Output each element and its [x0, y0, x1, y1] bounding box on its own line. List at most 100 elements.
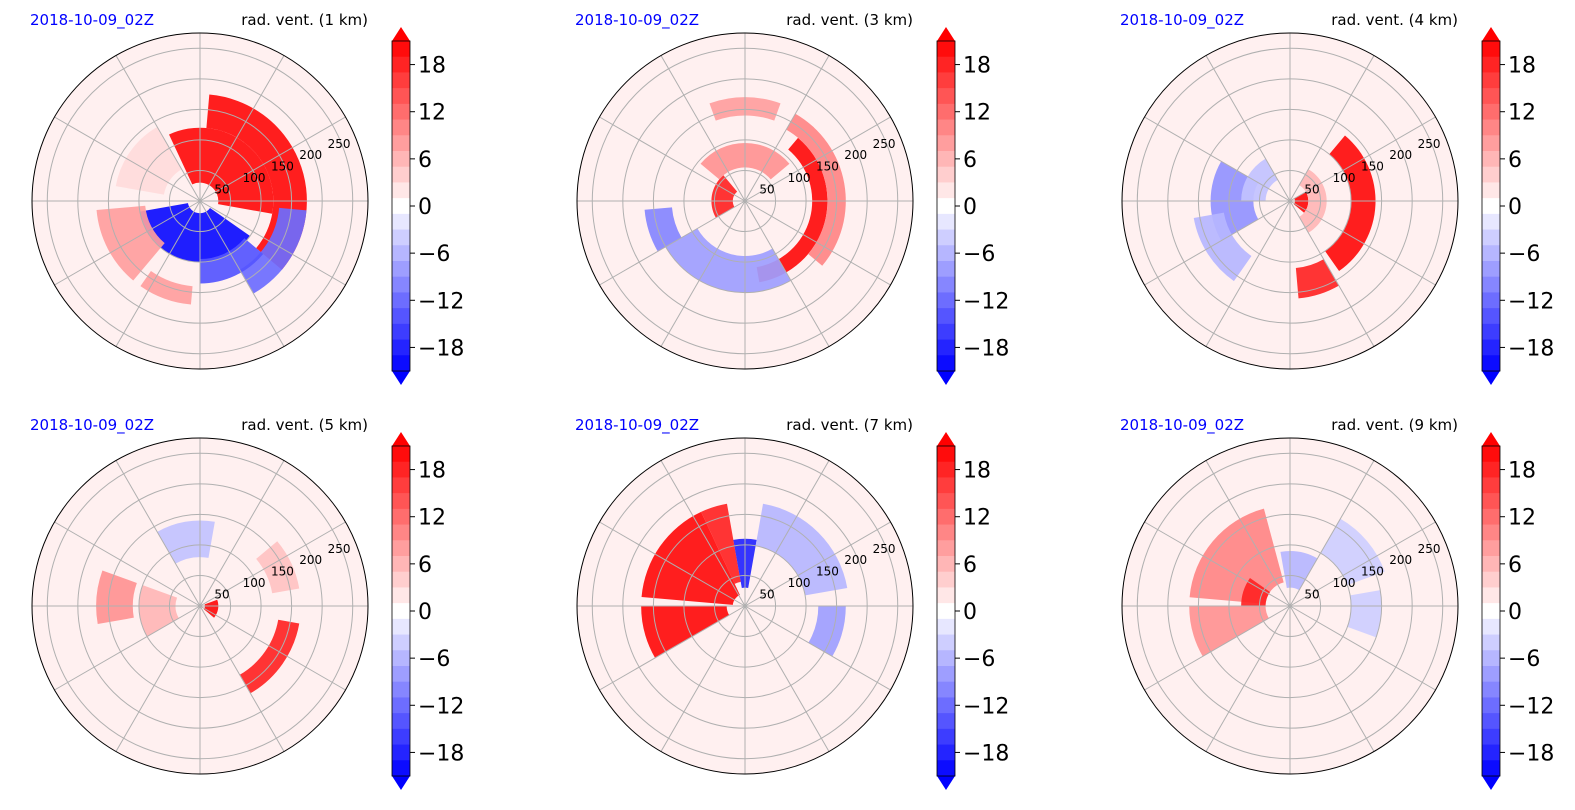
colorbar-segment: [937, 446, 955, 463]
colorbar-segment: [1482, 477, 1500, 494]
colorbar-segment: [1482, 744, 1500, 761]
colorbar-segment: [1482, 245, 1500, 262]
colorbar-tick-label: −12: [1508, 694, 1554, 719]
colorbar-tick-label: −6: [1508, 242, 1540, 267]
azimuth-spoke: [199, 460, 285, 607]
panel-2: 2018-10-09_02Z rad. vent. (3 km) 50 100 150 2…: [555, 5, 1100, 405]
colorbar-tick-label: −18: [1508, 741, 1554, 766]
ring-label: 100: [1333, 576, 1356, 590]
colorbar-tick-label: −6: [963, 242, 995, 267]
colorbar-tick-label: −18: [418, 741, 464, 766]
colorbar-segment: [937, 119, 955, 136]
azimuth-spoke: [1289, 200, 1375, 347]
colorbar-segment: [1482, 666, 1500, 683]
velocity-feature: [169, 127, 274, 214]
colorbar-tick-label: −12: [1508, 289, 1554, 314]
colorbar-segment: [392, 245, 410, 262]
plot-boundary: [1121, 32, 1459, 370]
azimuth-spoke: [660, 55, 746, 202]
colorbar-segment: [1482, 292, 1500, 309]
panel-timestamp: 2018-10-09_02Z: [575, 11, 700, 29]
colorbar: 18 12 6 0 −6 −12 −18: [391, 27, 464, 385]
colorbar: 18 12 6 0 −6 −12 −18: [936, 432, 1009, 790]
colorbar-segment: [1482, 198, 1500, 215]
colorbar-segment: [937, 461, 955, 478]
colorbar-segment: [937, 56, 955, 73]
colorbar-tick-label: −6: [1508, 647, 1540, 672]
colorbar: 18 12 6 0 −6 −12 −18: [1481, 432, 1554, 790]
azimuth-spoke: [744, 200, 830, 347]
colorbar-segment: [392, 88, 410, 105]
panel-timestamp: 2018-10-09_02Z: [30, 11, 155, 29]
ring-label: 150: [271, 160, 294, 174]
polar-plot: 50 100 150 200 250 18 12 6 0 −6 −12 −18: [576, 27, 1009, 385]
ring-label: 200: [299, 553, 322, 567]
velocity-feature: [139, 203, 251, 263]
colorbar-segment: [1482, 213, 1500, 231]
velocity-feature: [1320, 518, 1385, 586]
panel-timestamp: 2018-10-09_02Z: [575, 416, 700, 434]
colorbar-segment: [937, 556, 955, 573]
colorbar-segment: [392, 618, 410, 636]
azimuth-spoke: [744, 460, 830, 607]
colorbar-segment: [1482, 493, 1500, 510]
colorbar-segment: [392, 493, 410, 510]
azimuth-spoke: [599, 200, 746, 286]
colorbar-segment: [937, 760, 955, 777]
colorbar-segment: [392, 135, 410, 152]
azimuth-spoke: [115, 55, 201, 202]
colorbar-tick-label: 18: [418, 459, 446, 484]
plot-boundary: [576, 32, 914, 370]
colorbar-extend-min: [392, 371, 410, 385]
ring-label: 100: [1333, 171, 1356, 185]
azimuth-spoke: [1289, 521, 1436, 607]
velocity-feature: [96, 205, 165, 281]
colorbar-segment: [392, 697, 410, 714]
colorbar-segment: [937, 587, 955, 604]
azimuth-spoke: [54, 116, 201, 202]
colorbar-segment: [937, 540, 955, 557]
colorbar-segment: [1482, 261, 1500, 278]
colorbar-segment: [937, 151, 955, 168]
panel-title: rad. vent. (4 km): [1331, 11, 1458, 29]
plot-boundary: [31, 32, 369, 370]
colorbar-segment: [1482, 681, 1500, 698]
ring-label: 50: [1304, 183, 1319, 197]
colorbar-extend-min: [937, 776, 955, 790]
velocity-feature: [641, 606, 730, 658]
colorbar-tick-label: 0: [1508, 600, 1522, 625]
colorbar-segment: [1482, 119, 1500, 136]
colorbar-segment: [392, 540, 410, 557]
colorbar-segment: [937, 135, 955, 152]
colorbar-segment: [1482, 88, 1500, 105]
colorbar-segment: [392, 681, 410, 698]
colorbar-segment: [1482, 276, 1500, 293]
colorbar-segment: [1482, 650, 1500, 667]
azimuth-spoke: [744, 55, 830, 202]
colorbar-tick-label: 0: [963, 600, 977, 625]
colorbar-segment: [392, 571, 410, 588]
ring-label: 150: [1361, 565, 1384, 579]
colorbar-extend-max: [392, 27, 410, 41]
velocity-feature: [711, 175, 738, 218]
colorbar-tick-label: 0: [963, 195, 977, 220]
colorbar-segment: [392, 587, 410, 604]
azimuth-spoke: [1289, 116, 1436, 202]
ring-label: 50: [759, 588, 774, 602]
azimuth-spoke: [54, 200, 201, 286]
colorbar-segment: [937, 323, 955, 341]
colorbar-segment: [392, 103, 410, 121]
colorbar-segment: [1482, 603, 1500, 620]
colorbar-segment: [392, 166, 410, 183]
azimuth-spoke: [1144, 605, 1291, 691]
colorbar-segment: [1482, 461, 1500, 478]
azimuth-spoke: [199, 200, 346, 286]
velocity-feature: [239, 207, 307, 294]
colorbar-segment: [937, 245, 955, 262]
velocity-feature: [644, 207, 682, 252]
ring-label: 100: [243, 576, 266, 590]
ring-label: 250: [1418, 137, 1441, 151]
velocity-feature: [203, 599, 219, 618]
polar-plot: 50 100 150 200 250 18 12 6 0 −6 −12 −18: [1121, 27, 1554, 385]
colorbar-segment: [937, 666, 955, 683]
